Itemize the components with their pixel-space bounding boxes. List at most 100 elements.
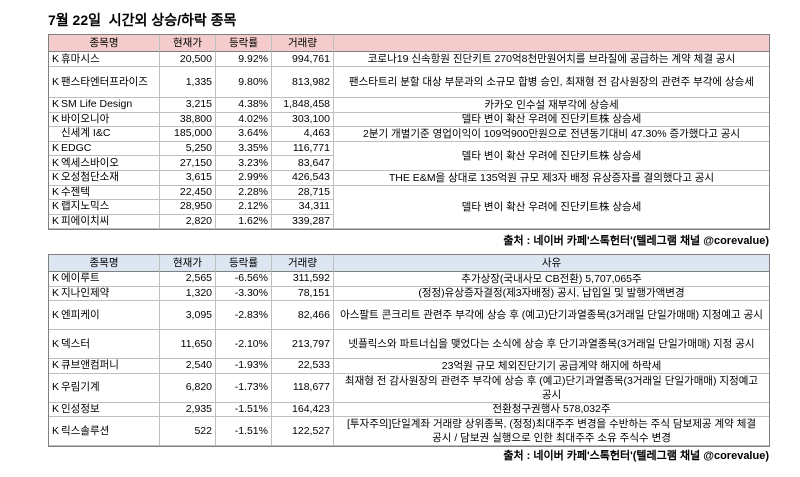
change-rate: -1.93%	[216, 359, 272, 374]
reason-cell: 델타 변이 확산 우려에 진단키트株 상승세	[334, 113, 769, 128]
header-volume: 거래량	[272, 255, 334, 272]
header-current-price: 현재가	[160, 35, 216, 52]
reason-cell: 카카오 인수설 재부각에 상승세	[334, 98, 769, 113]
current-price: 20,500	[160, 52, 216, 67]
stock-name: 랩지노믹스	[61, 200, 110, 213]
stock-name: 수젠텍	[61, 185, 90, 198]
current-price: 522	[160, 417, 216, 446]
stock-name: 바이오니아	[61, 112, 110, 125]
stock-name-cell: K 우림기계	[49, 373, 160, 403]
stock-name-cell: K 오성첨단소재	[49, 170, 160, 186]
current-price: 11,650	[160, 330, 216, 359]
reason-cell: 아스팔트 콘크리트 관련주 부각에 상승 후 (예고)단기과열종목(3거래일 단…	[334, 301, 769, 330]
trading-volume: 311,592	[272, 272, 334, 287]
reason-cell: 23억원 규모 체외진단기기 공급계약 해지에 하락세	[334, 359, 769, 374]
trading-volume: 4,463	[272, 127, 334, 142]
reason-cell: THE E&M을 상대로 135억원 규모 제3자 배정 유상증자를 결의했다고…	[334, 171, 769, 186]
stock-name: 에이루트	[61, 272, 100, 285]
current-price: 185,000	[160, 127, 216, 142]
trading-volume: 78,151	[272, 286, 334, 301]
market-badge: K	[52, 272, 60, 285]
reason-cell: 2분기 개별기준 영업이익이 109억900만원으로 전년동기대비 47.30%…	[334, 127, 769, 142]
trading-volume: 82,466	[272, 301, 334, 330]
falling-stocks-table: 종목명 현재가 등락률 거래량 사유 K 에이루트 2,565 -6.56% 311,5…	[48, 254, 770, 447]
current-price: 2,540	[160, 359, 216, 374]
current-price: 3,615	[160, 170, 216, 186]
stock-name-cell: K 엔피케이	[49, 301, 160, 330]
current-price: 5,250	[160, 141, 216, 157]
stock-name-cell: K 엑세스바이오	[49, 156, 160, 171]
stock-name-cell: K 팬스타엔터프라이즈	[49, 67, 160, 98]
header-current-price: 현재가	[160, 255, 216, 272]
stock-name-cell: K 릭스솔루션	[49, 417, 160, 446]
change-rate: -2.83%	[216, 301, 272, 330]
trading-volume: 426,543	[272, 170, 334, 186]
current-price: 3,215	[160, 98, 216, 113]
change-rate: 2.28%	[216, 185, 272, 201]
stock-name-cell: K 인성정보	[49, 402, 160, 417]
trading-volume: 339,287	[272, 214, 334, 230]
market-badge: K	[52, 142, 60, 155]
header-change-rate: 등락률	[216, 35, 272, 52]
current-price: 22,450	[160, 185, 216, 201]
reason-cell: 추가상장(국내사모 CB전환) 5,707,065주	[334, 272, 769, 287]
change-rate: 4.38%	[216, 98, 272, 113]
current-price: 28,950	[160, 200, 216, 215]
change-rate: 4.02%	[216, 112, 272, 128]
stock-name-cell: K SM Life Design	[49, 98, 160, 113]
header-stock-name: 종목명	[49, 35, 160, 52]
change-rate: -3.30%	[216, 286, 272, 301]
market-badge: K	[52, 185, 60, 198]
stock-name: 덱스터	[61, 337, 90, 350]
change-rate: -1.51%	[216, 417, 272, 446]
stock-name-cell: K 큐브앤컴퍼니	[49, 359, 160, 374]
reason-cell: (정정)유상증자결정(제3자배정) 공시, 납입일 및 발행가액변경	[334, 287, 769, 301]
trading-volume: 34,311	[272, 200, 334, 215]
change-rate: 3.35%	[216, 141, 272, 157]
change-rate: 2.99%	[216, 170, 272, 186]
change-rate: 3.64%	[216, 127, 272, 142]
reason-cell: 전환청구권행사 578,032주	[334, 403, 769, 417]
trading-volume: 122,527	[272, 417, 334, 446]
market-badge: K	[52, 112, 60, 125]
change-rate: 9.92%	[216, 52, 272, 67]
trading-volume: 118,677	[272, 373, 334, 403]
market-badge: K	[52, 308, 60, 321]
reason-cell: 코로나19 신속항원 진단키트 270억8천만원어치를 브라질에 공급하는 계약…	[334, 52, 769, 67]
market-badge: K	[52, 359, 60, 372]
stock-name: 큐브앤컴퍼니	[61, 359, 119, 372]
change-rate: 3.23%	[216, 156, 272, 171]
reason-cell: 델타 변이 확산 우려에 진단키트株 상승세	[334, 186, 769, 230]
market-badge: K	[52, 75, 60, 88]
current-price: 2,820	[160, 214, 216, 230]
trading-volume: 22,533	[272, 359, 334, 374]
stock-name: 우림기계	[61, 381, 100, 393]
trading-volume: 213,797	[272, 330, 334, 359]
market-badge: K	[52, 156, 60, 169]
stock-name: 지나인제약	[61, 286, 110, 299]
reason-cell: 넷플릭스와 파트너십을 맺었다는 소식에 상승 후 단기과열종목(3거래일 단일…	[334, 330, 769, 359]
stock-name-cell: K 바이오니아	[49, 112, 160, 128]
source-credit: 출처 : 네이버 카페'스톡헌터'(텔레그램 채널 @corevalue)	[503, 235, 769, 247]
header-reason	[334, 35, 769, 52]
market-badge: K	[52, 381, 60, 393]
current-price: 2,565	[160, 272, 216, 287]
current-price: 38,800	[160, 112, 216, 128]
change-rate: 2.12%	[216, 200, 272, 215]
source-credit: 출처 : 네이버 카페'스톡헌터'(텔레그램 채널 @corevalue)	[503, 450, 769, 462]
change-rate: 9.80%	[216, 67, 272, 98]
stock-name: SM Life Design	[61, 98, 133, 111]
header-change-rate: 등락률	[216, 255, 272, 272]
page-title: 7월 22일 시간외 상승/하락 종목	[48, 12, 237, 28]
stock-name: 신세계 I&C	[61, 127, 111, 140]
header-stock-name: 종목명	[49, 255, 160, 272]
stock-name: 휴마시스	[61, 52, 100, 65]
trading-volume: 303,100	[272, 112, 334, 128]
stock-name-cell: 신세계 I&C	[49, 127, 160, 142]
change-rate: -1.51%	[216, 402, 272, 417]
market-badge: K	[52, 337, 60, 350]
reason-cell: 팬스타트리 분할 대상 부문과의 소규모 합병 승인, 최재형 전 감사원장의 …	[334, 67, 769, 98]
market-badge: K	[52, 424, 60, 437]
market-badge: K	[52, 215, 60, 228]
stock-name-cell: K 덱스터	[49, 330, 160, 359]
